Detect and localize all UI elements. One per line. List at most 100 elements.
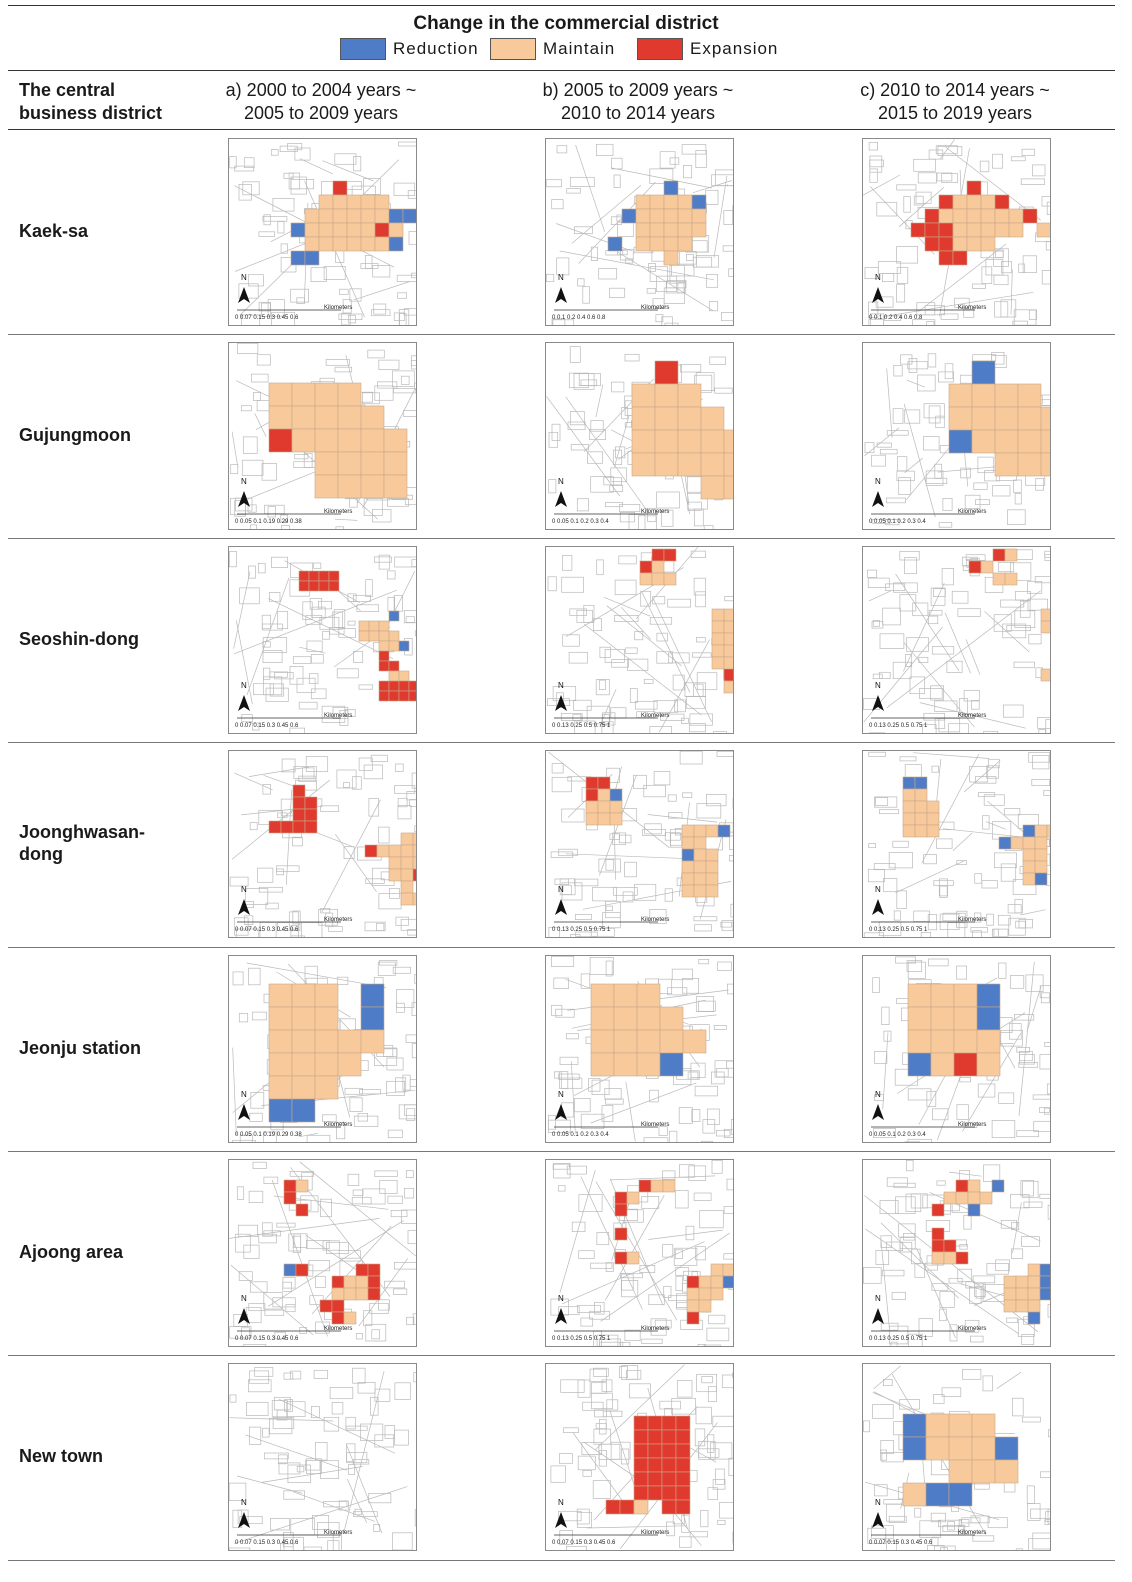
maintain-cell xyxy=(711,632,725,646)
maintain-cell xyxy=(723,608,733,622)
scale-ticks-label: 0 0.07 0.15 0.3 0.45 0.6 xyxy=(869,1540,933,1546)
scale-unit-label: Kilometers xyxy=(324,1122,352,1128)
column-header-line: The central xyxy=(19,80,116,100)
period-line: b) 2005 to 2009 years ~ xyxy=(542,80,734,100)
north-label: N xyxy=(875,273,881,282)
expansion-cell xyxy=(633,1471,649,1487)
maintain-cell xyxy=(948,383,973,408)
maintain-cell xyxy=(291,1006,316,1031)
expansion-cell xyxy=(319,1299,333,1313)
maintain-cell xyxy=(930,1052,955,1077)
maintain-cell xyxy=(677,208,693,224)
north-arrow-icon xyxy=(872,695,884,711)
expansion-cell xyxy=(268,428,293,453)
north-label: N xyxy=(875,1090,881,1099)
maintain-cell xyxy=(691,222,707,238)
district-change-map: N Kilometers 0 0.05 0.1 0.2 0.3 0.4 xyxy=(545,342,734,530)
maintain-cell xyxy=(636,1029,661,1054)
maintain-cell xyxy=(1017,452,1042,477)
period-line: 2005 to 2009 years xyxy=(243,103,399,123)
scale-ticks-label: 0 0.13 0.25 0.5 0.75 1 xyxy=(552,1336,611,1342)
map-svg: N Kilometers 0 0.13 0.25 0.5 0.75 1 xyxy=(550,1160,733,1346)
maintain-cell xyxy=(677,406,702,431)
reduction-cell xyxy=(607,236,623,252)
maintain-cell xyxy=(631,406,656,431)
maintain-cell xyxy=(976,1029,1001,1054)
maintain-cell xyxy=(971,1459,996,1484)
maintain-cell xyxy=(948,1459,973,1484)
maintain-cell xyxy=(360,194,376,210)
expansion-cell xyxy=(647,1443,663,1459)
maintain-cell xyxy=(636,1052,661,1077)
maintain-cell xyxy=(388,670,400,682)
maintain-cell xyxy=(649,208,665,224)
north-label: N xyxy=(241,1294,247,1303)
maintain-cell xyxy=(651,572,665,586)
reduction-cell xyxy=(283,1263,297,1277)
maintain-cell xyxy=(994,383,1019,408)
maintain-cell xyxy=(383,474,408,499)
expansion-cell xyxy=(367,1263,381,1277)
expansion-cell xyxy=(367,1275,381,1289)
street-texture xyxy=(229,551,416,733)
maintain-cell xyxy=(613,1029,638,1054)
maintain-cell xyxy=(291,1075,316,1100)
row-rule xyxy=(8,1355,1115,1356)
maintain-cell xyxy=(1004,548,1018,562)
maintain-cell xyxy=(374,194,390,210)
reduction-cell xyxy=(402,208,416,224)
expansion-cell xyxy=(938,236,954,252)
expansion-cell xyxy=(938,250,954,266)
maintain-cell xyxy=(1036,222,1050,238)
expansion-cell xyxy=(331,1299,345,1313)
north-arrow-icon xyxy=(238,695,250,711)
row-rule xyxy=(8,742,1115,743)
maintain-cell xyxy=(952,194,968,210)
maintain-cell xyxy=(955,1191,969,1205)
maintain-cell xyxy=(346,194,362,210)
maintain-cell xyxy=(631,383,656,408)
maintain-cell xyxy=(705,860,719,874)
maintain-cell xyxy=(613,1006,638,1031)
expansion-cell xyxy=(661,1457,677,1473)
maintain-cell xyxy=(1040,452,1050,477)
maintain-cell xyxy=(358,620,370,632)
reduction-cell xyxy=(659,1052,684,1077)
reduction-cell xyxy=(1022,824,1036,838)
north-label: N xyxy=(558,477,564,486)
north-label: N xyxy=(558,273,564,282)
expansion-cell xyxy=(585,776,599,790)
header-bottom-rule xyxy=(8,129,1115,130)
maintain-cell xyxy=(378,630,390,642)
district-name: Joonghwasan-dong xyxy=(19,821,199,865)
scale-unit-label: Kilometers xyxy=(958,1530,986,1536)
maintain-cell xyxy=(700,429,725,454)
expansion-cell xyxy=(633,1457,649,1473)
district-name: Seoshin-dong xyxy=(19,628,199,650)
maintain-cell xyxy=(681,836,695,850)
maintain-cell xyxy=(360,451,385,476)
maintain-cell xyxy=(631,429,656,454)
maintain-cell xyxy=(388,856,402,870)
maintain-cell xyxy=(693,836,707,850)
maintain-cell xyxy=(355,1287,369,1301)
expansion-cell xyxy=(647,1457,663,1473)
expansion-cell xyxy=(661,1415,677,1431)
maintain-cell xyxy=(1027,1263,1041,1277)
maintain-cell xyxy=(677,194,693,210)
maintain-cell xyxy=(590,1052,615,1077)
expansion-cell xyxy=(686,1311,700,1325)
maintain-cell xyxy=(636,983,661,1008)
expansion-cell xyxy=(367,1287,381,1301)
expansion-cell xyxy=(661,1429,677,1445)
north-arrow-icon xyxy=(872,1104,884,1120)
maintain-cell xyxy=(698,1299,712,1313)
map-svg: N Kilometers 0 0.13 0.25 0.5 0.75 1 xyxy=(863,1160,1050,1346)
expansion-cell xyxy=(633,1485,649,1501)
expansion-cell xyxy=(953,1052,978,1077)
north-arrow-icon xyxy=(238,287,250,303)
expansion-cell xyxy=(994,194,1010,210)
map-svg: N Kilometers 0 0.07 0.15 0.3 0.45 0.6 xyxy=(550,1364,733,1550)
expansion-cell xyxy=(924,236,940,252)
expansion-cell xyxy=(661,1499,677,1515)
